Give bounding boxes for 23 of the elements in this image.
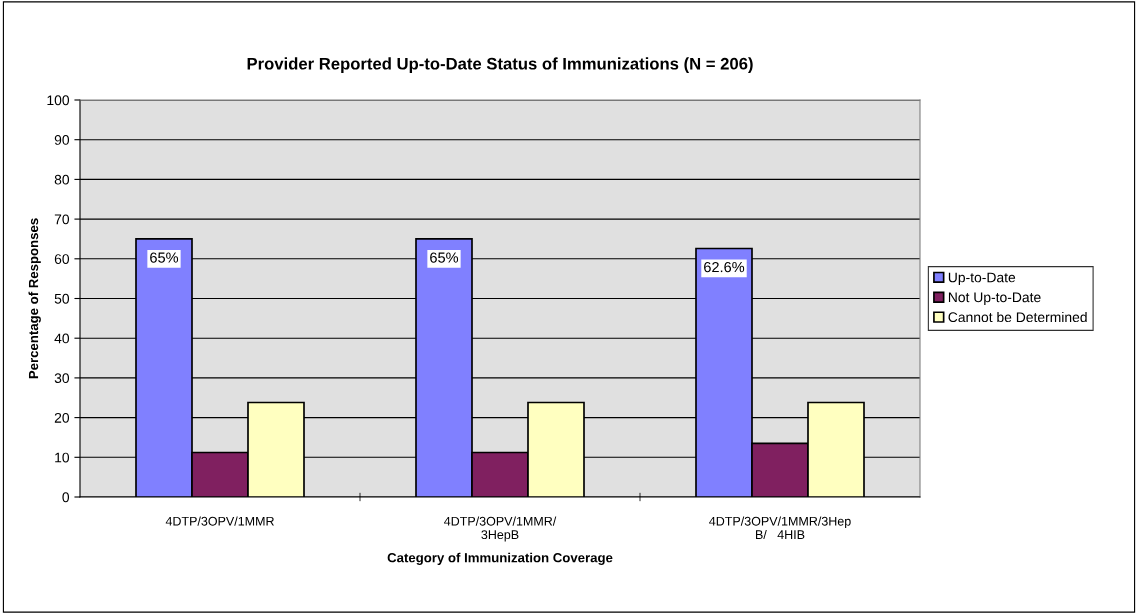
y-tick-label: 10 [55,452,70,463]
x-tick-label: 4DTP/3OPV/1MMR [165,516,274,526]
x-tick-label: 4DTP/3OPV/1MMR/3Hep B/ 4HIB [709,516,851,540]
data-label: 65% [150,252,179,263]
y-tick-label: 50 [54,293,70,304]
y-tick-label: 100 [47,95,70,106]
y-axis-title: Percentage of Responses [28,218,41,379]
y-tick-label: 30 [54,373,70,384]
legend-label: Up-to-Date [948,272,1016,286]
x-tick-label: 4DTP/3OPV/1MMR/ 3HepB [444,516,557,542]
chart-title: Provider Reported Up-to-Date Status of Immunizations (N = 206) [247,57,753,73]
legend-label: Cannot be Determined [948,311,1087,323]
y-tick-label: 20 [54,412,70,423]
y-tick-label: 0 [62,492,70,503]
y-tick-label: 60 [54,254,70,264]
y-tick-label: 40 [54,333,70,344]
data-label: 62.6% [704,261,745,273]
y-tick-label: 90 [54,135,70,145]
y-tick-label: 70 [54,214,70,225]
y-tick-label: 80 [54,174,70,185]
legend-label: Not Up-to-Date [948,292,1041,305]
x-axis-title: Category of Immunization Coverage [387,552,613,566]
data-label: 65% [430,252,459,263]
